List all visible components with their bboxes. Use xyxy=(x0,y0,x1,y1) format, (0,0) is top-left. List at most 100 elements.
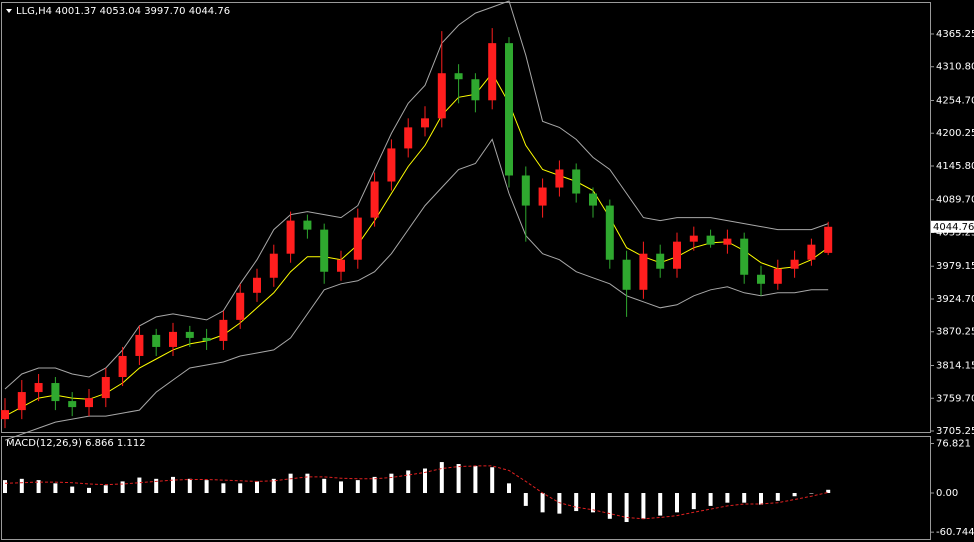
chart-title: LLG,H4 4001.37 4053.04 3997.70 4044.76 xyxy=(16,6,230,17)
candle-body xyxy=(538,187,547,206)
macd-bar xyxy=(389,473,394,494)
candle-body xyxy=(824,226,833,253)
candle-body xyxy=(1,410,9,420)
macd-bar xyxy=(624,493,629,523)
macd-bar xyxy=(305,473,310,494)
macd-bar xyxy=(355,480,360,494)
macd-bar xyxy=(708,493,713,506)
macd-bar xyxy=(641,493,646,519)
macd-bar xyxy=(574,493,579,512)
candle-body xyxy=(790,259,799,269)
candle-body xyxy=(68,401,77,408)
candle-body xyxy=(51,383,60,402)
candle-body xyxy=(437,73,446,119)
macd-bar xyxy=(255,481,259,494)
y-tick-label: 4089.70 xyxy=(936,195,974,206)
candle-body xyxy=(807,244,816,260)
candle-body xyxy=(387,148,396,182)
candle-body xyxy=(589,193,597,206)
y-tick-label: 4145.80 xyxy=(936,161,974,172)
macd-bar xyxy=(204,480,209,494)
candle-body xyxy=(17,392,26,411)
indicator-line xyxy=(4,0,829,390)
candle-body xyxy=(723,238,732,245)
candle-body xyxy=(101,377,110,399)
macd-bar xyxy=(792,493,797,497)
candle-body xyxy=(152,334,161,347)
y-tick-label: 3759.70 xyxy=(936,393,974,404)
last-price: 4044.76 xyxy=(933,222,974,233)
macd-bar xyxy=(154,478,159,494)
candle-body xyxy=(353,217,362,260)
macd-bar xyxy=(288,473,293,494)
macd-bar xyxy=(775,493,780,501)
y-tick-label: 4310.80 xyxy=(936,62,974,73)
menu-arrow[interactable] xyxy=(6,9,12,13)
candle-body xyxy=(169,331,177,347)
indicator-line xyxy=(4,72,829,417)
candle-body xyxy=(639,253,648,290)
main-panel-frame xyxy=(1,2,931,433)
candle-body xyxy=(253,277,261,293)
macd-bar xyxy=(742,493,747,503)
macd-bar xyxy=(490,467,495,494)
macd-bar xyxy=(3,480,7,494)
candle-body xyxy=(773,268,782,284)
macd-bar xyxy=(507,483,511,494)
candle-body xyxy=(337,259,345,272)
macd-bar xyxy=(809,493,814,494)
y-tick-label: 4035.25 xyxy=(936,227,974,238)
macd-bar xyxy=(271,478,276,494)
macd-bar xyxy=(339,481,343,494)
macd-bar xyxy=(523,493,528,506)
candle-body xyxy=(219,319,228,341)
macd-bar xyxy=(406,470,411,494)
candle-body xyxy=(185,331,194,338)
macd-bar xyxy=(53,483,58,494)
candle-body xyxy=(673,241,681,269)
candle-body xyxy=(622,259,631,290)
y-tick-label: 3870.25 xyxy=(936,327,974,338)
macd-bar xyxy=(675,493,679,513)
y-tick-label: 4200.25 xyxy=(936,128,974,139)
candle-body xyxy=(656,253,665,269)
macd-bar xyxy=(221,483,226,494)
indicator-line xyxy=(4,138,829,441)
macd-bar xyxy=(70,486,75,494)
candle-body xyxy=(404,127,413,149)
candle-body xyxy=(303,220,312,230)
macd-bar xyxy=(372,476,377,494)
candle-body xyxy=(572,169,581,194)
macd-bar xyxy=(473,465,478,494)
price-label-box xyxy=(931,220,974,233)
candle-body xyxy=(488,43,497,101)
macd-bar xyxy=(725,493,730,503)
candle-body xyxy=(202,337,211,341)
candle-body xyxy=(34,383,43,393)
macd-bar xyxy=(591,493,595,513)
indicator-line xyxy=(4,465,829,520)
macd-bar xyxy=(238,483,243,494)
macd-bar xyxy=(322,478,327,494)
y-tick-label: 76.821 xyxy=(936,438,971,449)
y-tick-label: 3705.25 xyxy=(936,426,974,437)
macd-bar xyxy=(607,493,612,519)
macd-bar xyxy=(540,493,545,513)
macd-panel-frame xyxy=(1,436,931,540)
candle-body xyxy=(85,398,93,408)
macd-bar xyxy=(171,476,175,494)
candle-body xyxy=(320,229,329,272)
y-tick-label: 4254.70 xyxy=(936,95,974,106)
macd-bar xyxy=(36,480,41,494)
candle-body xyxy=(740,238,749,275)
candle-body xyxy=(236,292,245,320)
candle-body xyxy=(757,274,765,284)
candle-body xyxy=(521,175,530,206)
y-tick-label: 3979.15 xyxy=(936,261,974,272)
macd-bar xyxy=(19,478,24,494)
macd-bar xyxy=(691,493,696,510)
macd-bar xyxy=(439,462,444,494)
macd-bar xyxy=(137,477,142,494)
